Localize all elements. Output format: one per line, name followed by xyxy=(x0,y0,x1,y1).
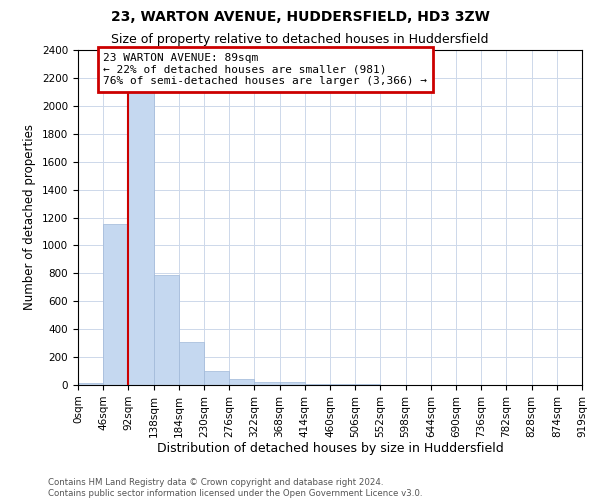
Bar xyxy=(305,384,330,385)
Text: 23, WARTON AVENUE, HUDDERSFIELD, HD3 3ZW: 23, WARTON AVENUE, HUDDERSFIELD, HD3 3ZW xyxy=(110,10,490,24)
Bar xyxy=(128,78,154,385)
Bar xyxy=(204,371,229,385)
Text: Contains HM Land Registry data © Crown copyright and database right 2024.
Contai: Contains HM Land Registry data © Crown c… xyxy=(48,478,422,498)
Bar xyxy=(355,384,380,385)
Text: Size of property relative to detached houses in Huddersfield: Size of property relative to detached ho… xyxy=(111,32,489,46)
Bar xyxy=(103,224,128,385)
Bar xyxy=(330,384,355,385)
Y-axis label: Number of detached properties: Number of detached properties xyxy=(23,124,37,310)
X-axis label: Distribution of detached houses by size in Huddersfield: Distribution of detached houses by size … xyxy=(157,442,503,456)
Bar xyxy=(280,382,305,385)
Bar xyxy=(254,382,280,385)
Bar xyxy=(78,383,103,385)
Bar xyxy=(154,274,179,385)
Bar xyxy=(229,380,254,385)
Text: 23 WARTON AVENUE: 89sqm
← 22% of detached houses are smaller (981)
76% of semi-d: 23 WARTON AVENUE: 89sqm ← 22% of detache… xyxy=(103,53,427,86)
Bar xyxy=(179,342,204,385)
